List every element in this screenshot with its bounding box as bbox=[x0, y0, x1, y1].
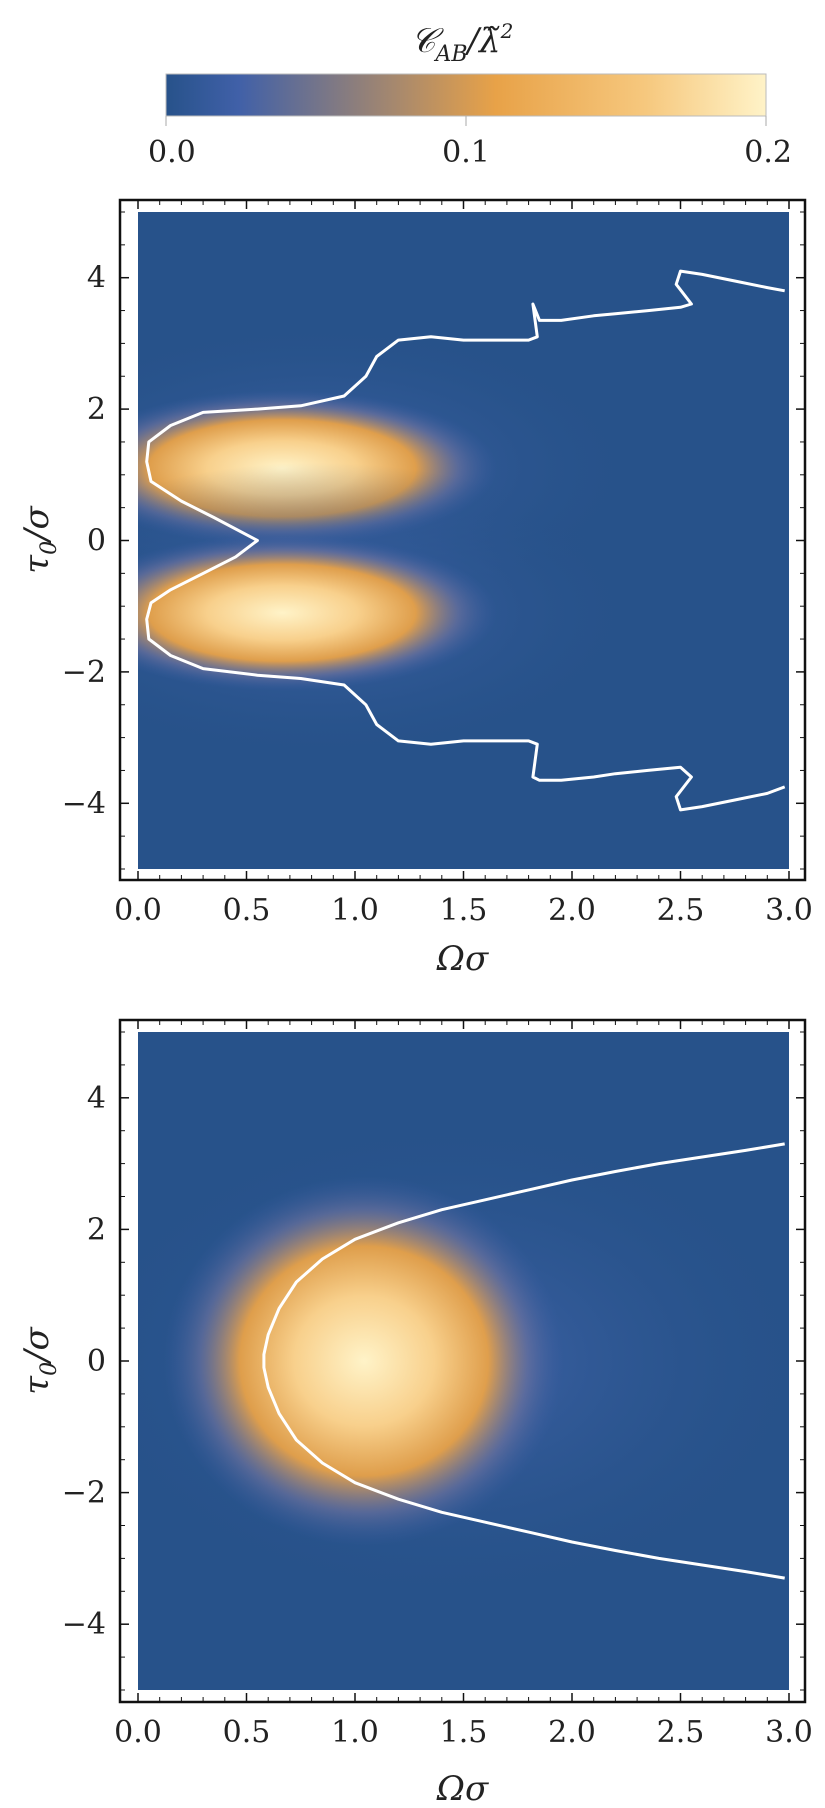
colorbar: 𝒞AB/λ̃2 0.0 0.1 0.2 bbox=[148, 19, 792, 170]
top-heatmap-panel: 0.0 0.5 1.0 1.5 2.0 2.5 3.0 −4 −2 0 2 4 Ωσ τ0/σ bbox=[17, 198, 813, 979]
colorbar-gradient bbox=[165, 73, 767, 117]
contour-line bbox=[145, 269, 786, 812]
x-tick-label: 0.5 bbox=[223, 893, 271, 928]
y-tick-label: −4 bbox=[62, 1607, 106, 1642]
heatmap-peak bbox=[164, 1176, 565, 1546]
x-tick-label: 1.5 bbox=[440, 1715, 488, 1750]
x-tick-label: 2.5 bbox=[657, 893, 705, 928]
colorbar-tick-label: 0.2 bbox=[744, 135, 792, 170]
y-tick-label: −2 bbox=[62, 1476, 106, 1511]
y-tick-label: −2 bbox=[62, 655, 106, 690]
heatmap bbox=[138, 1032, 789, 1690]
y-tick-label: 2 bbox=[87, 1212, 106, 1247]
x-tick-label: 0.5 bbox=[223, 1715, 271, 1750]
y-tick-label: 0 bbox=[87, 524, 106, 559]
x-tick-label: 3.0 bbox=[765, 893, 813, 928]
y-tick-label: 4 bbox=[87, 1081, 106, 1116]
x-tick-label: 2.0 bbox=[548, 893, 596, 928]
heatmap bbox=[138, 212, 789, 869]
y-tick-label: 0 bbox=[87, 1344, 106, 1379]
x-tick-label: 1.0 bbox=[331, 893, 379, 928]
y-axis-label: τ0/σ bbox=[17, 505, 62, 573]
x-axis-label: Ωσ bbox=[436, 1769, 489, 1808]
x-tick-label: 3.0 bbox=[765, 1715, 813, 1750]
y-axis-label: τ0/σ bbox=[17, 1326, 62, 1394]
x-tick-label: 1.0 bbox=[331, 1715, 379, 1750]
y-tick-label: −4 bbox=[62, 786, 106, 821]
x-tick-label: 0.0 bbox=[114, 1715, 162, 1750]
colorbar-tick-label: 0.1 bbox=[442, 135, 490, 170]
heatmap-peak bbox=[138, 534, 498, 691]
y-tick-label: 4 bbox=[87, 261, 106, 296]
colorbar-tick-label: 0.0 bbox=[148, 135, 196, 170]
bottom-heatmap-panel: 0.0 0.5 1.0 1.5 2.0 2.5 3.0 −4 −2 0 2 4 Ωσ τ0/σ bbox=[17, 1018, 813, 1808]
x-tick-label: 2.5 bbox=[657, 1715, 705, 1750]
x-tick-label: 0.0 bbox=[114, 893, 162, 928]
contour-line bbox=[262, 1142, 785, 1580]
x-tick-label: 1.5 bbox=[440, 893, 488, 928]
x-axis-label: Ωσ bbox=[436, 939, 489, 979]
y-tick-label: 2 bbox=[87, 392, 106, 427]
x-tick-label: 2.0 bbox=[548, 1715, 596, 1750]
colorbar-label: 𝒞AB/λ̃2 bbox=[411, 19, 514, 67]
